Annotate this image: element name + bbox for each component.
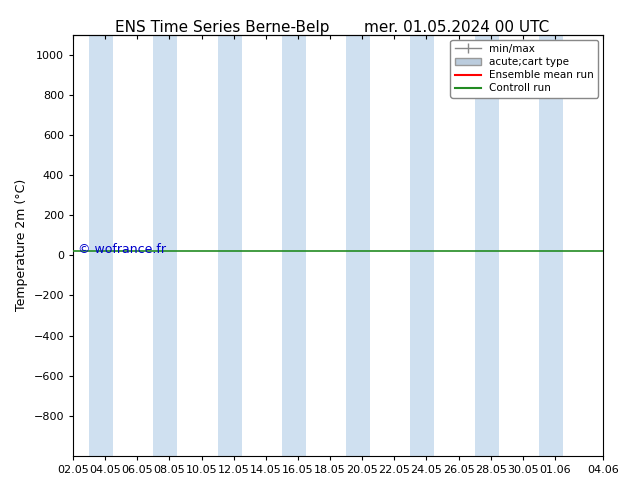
- Bar: [153, 35, 178, 456]
- Text: mer. 01.05.2024 00 UTC: mer. 01.05.2024 00 UTC: [364, 20, 549, 35]
- Text: © wofrance.fr: © wofrance.fr: [78, 243, 166, 256]
- Legend: min/max, acute;cart type, Ensemble mean run, Controll run: min/max, acute;cart type, Ensemble mean …: [451, 40, 598, 98]
- Bar: [346, 35, 370, 456]
- Bar: [217, 35, 242, 456]
- Bar: [89, 35, 113, 456]
- Text: ENS Time Series Berne-Belp: ENS Time Series Berne-Belp: [115, 20, 329, 35]
- Bar: [282, 35, 306, 456]
- Bar: [539, 35, 563, 456]
- Y-axis label: Temperature 2m (°C): Temperature 2m (°C): [15, 179, 28, 312]
- Bar: [410, 35, 434, 456]
- Bar: [475, 35, 499, 456]
